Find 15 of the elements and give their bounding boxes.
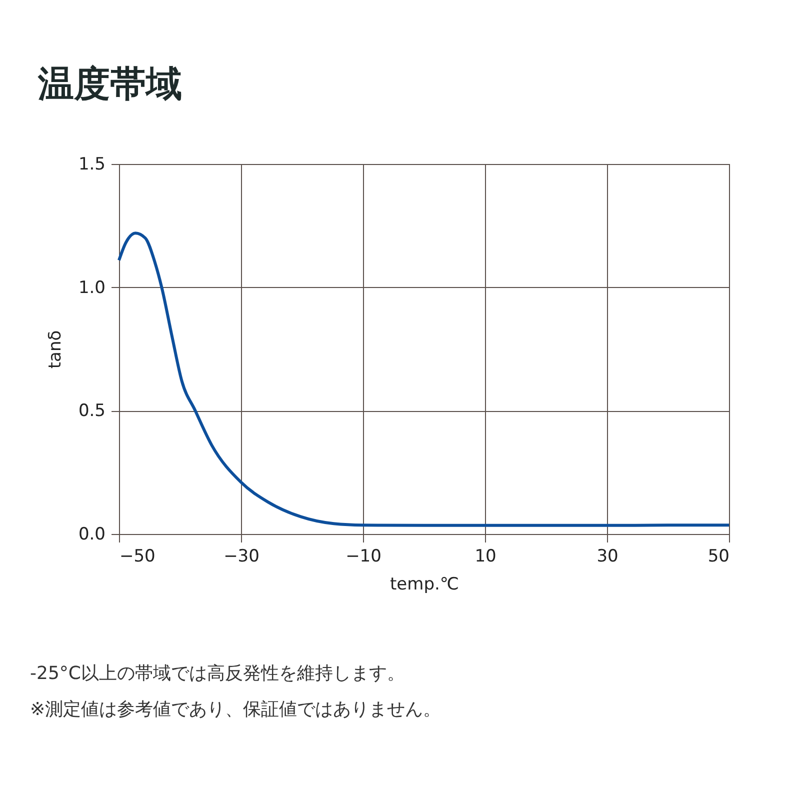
y-tick-label: 1.5 [78,154,106,174]
x-axis-title: temp.℃ [390,574,459,594]
x-tick-label: 10 [474,546,496,566]
x-tick-label: 30 [596,546,618,566]
x-tick-label: −50 [120,546,156,566]
y-tick-label: 0.5 [78,401,106,422]
text: -25°C以上の帯域では高反発性を維持します。 [30,662,406,686]
x-tick-label: 50 [708,546,730,566]
x-tick-label: −30 [224,546,260,566]
y-axis-title: tanδ [45,330,66,369]
chart-title: 温度帯域 [38,63,182,107]
x-tick-label: −10 [346,546,382,566]
y-tick-label: 0.0 [78,524,106,544]
y-tick-label: 1.0 [78,278,106,298]
text: ※測定値は参考値であり、保証値ではありません。 [30,698,442,722]
